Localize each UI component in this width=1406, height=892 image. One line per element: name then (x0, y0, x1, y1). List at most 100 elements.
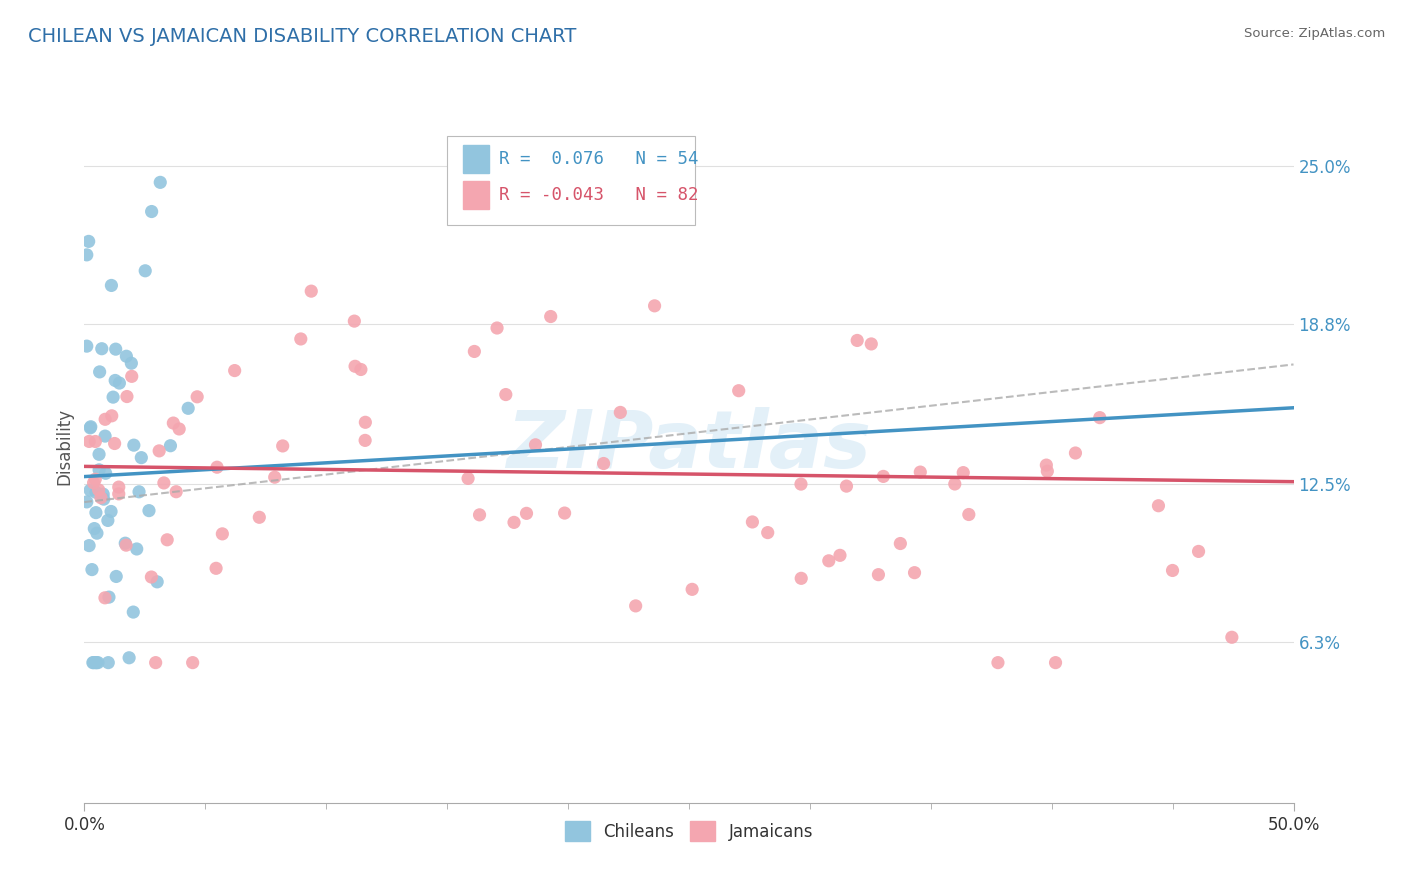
Bar (463, 145, 489, 173)
Point (104, 374, 127, 388)
Point (145, 656, 167, 670)
Point (131, 450, 153, 465)
Point (82, 656, 104, 670)
Point (84, 434, 107, 449)
Point (76, 339, 98, 353)
Point (468, 508, 491, 522)
Point (1161, 564, 1184, 578)
Point (790, 477, 813, 491)
Point (495, 387, 517, 401)
Point (79, 421, 101, 435)
Point (86, 526, 108, 541)
Point (104, 436, 127, 450)
Point (87, 447, 110, 461)
Point (1220, 630, 1243, 644)
Point (943, 477, 966, 491)
Point (121, 369, 143, 384)
Point (271, 439, 294, 453)
Point (817, 554, 839, 568)
Point (80, 563, 103, 577)
Text: R = -0.043   N = 82: R = -0.043 N = 82 (499, 186, 699, 203)
Point (97, 513, 120, 527)
Point (89, 365, 111, 379)
Point (97, 590, 120, 604)
Point (97, 656, 120, 670)
Point (84, 656, 107, 670)
Point (872, 469, 894, 483)
Point (128, 484, 150, 499)
Point (100, 504, 122, 518)
Point (486, 321, 509, 335)
Point (224, 363, 246, 377)
Point (903, 566, 925, 580)
Text: Source: ZipAtlas.com: Source: ZipAtlas.com (1244, 27, 1385, 40)
Point (115, 349, 138, 363)
Text: ZIPatlas: ZIPatlas (506, 407, 872, 485)
Point (910, 465, 932, 479)
Point (860, 337, 883, 351)
Point (77, 539, 100, 553)
Point (77, 434, 100, 449)
Point (84, 485, 107, 500)
Point (727, 384, 749, 398)
Point (107, 480, 129, 494)
Point (87, 656, 110, 670)
Point (104, 44, 127, 58)
Point (76, 248, 98, 262)
Point (94, 429, 117, 443)
Point (263, 470, 285, 484)
Point (1045, 656, 1067, 670)
Point (100, 409, 122, 423)
Point (87, 483, 110, 497)
Point (122, 605, 145, 619)
Point (141, 570, 163, 584)
Point (84, 656, 107, 670)
Point (87, 463, 110, 477)
Point (146, 574, 169, 589)
Point (503, 516, 526, 530)
Point (108, 376, 131, 390)
Point (344, 359, 367, 374)
Point (101, 390, 124, 404)
Point (343, 314, 366, 328)
Point (167, 422, 190, 436)
Point (681, 582, 703, 597)
Point (790, 571, 813, 585)
Point (211, 526, 233, 541)
Point (120, 356, 142, 370)
Point (159, 439, 181, 453)
Point (91, 487, 114, 501)
Point (181, 656, 204, 670)
Point (868, 567, 890, 582)
Point (94, 412, 117, 426)
Point (290, 332, 312, 346)
Point (299, 284, 322, 298)
Point (77, 235, 100, 249)
Point (524, 438, 547, 452)
Bar (463, 180, 489, 209)
Point (134, 264, 156, 278)
Point (1035, 458, 1057, 472)
Point (148, 443, 170, 458)
Point (756, 525, 779, 540)
Point (94, 467, 117, 481)
Point (90, 491, 112, 505)
Point (952, 466, 974, 480)
Point (889, 536, 911, 550)
Point (354, 415, 377, 429)
Point (1064, 446, 1087, 460)
Point (114, 536, 136, 550)
Point (84, 506, 107, 520)
Point (125, 541, 148, 556)
Point (828, 549, 851, 563)
Point (84, 472, 107, 486)
Point (90, 342, 112, 356)
Point (105, 569, 128, 583)
Legend: Chileans, Jamaicans: Chileans, Jamaicans (558, 814, 820, 848)
FancyBboxPatch shape (447, 136, 695, 225)
Point (592, 457, 614, 471)
Point (609, 405, 631, 419)
Point (624, 599, 647, 613)
Point (100, 278, 122, 293)
Point (76, 495, 98, 509)
